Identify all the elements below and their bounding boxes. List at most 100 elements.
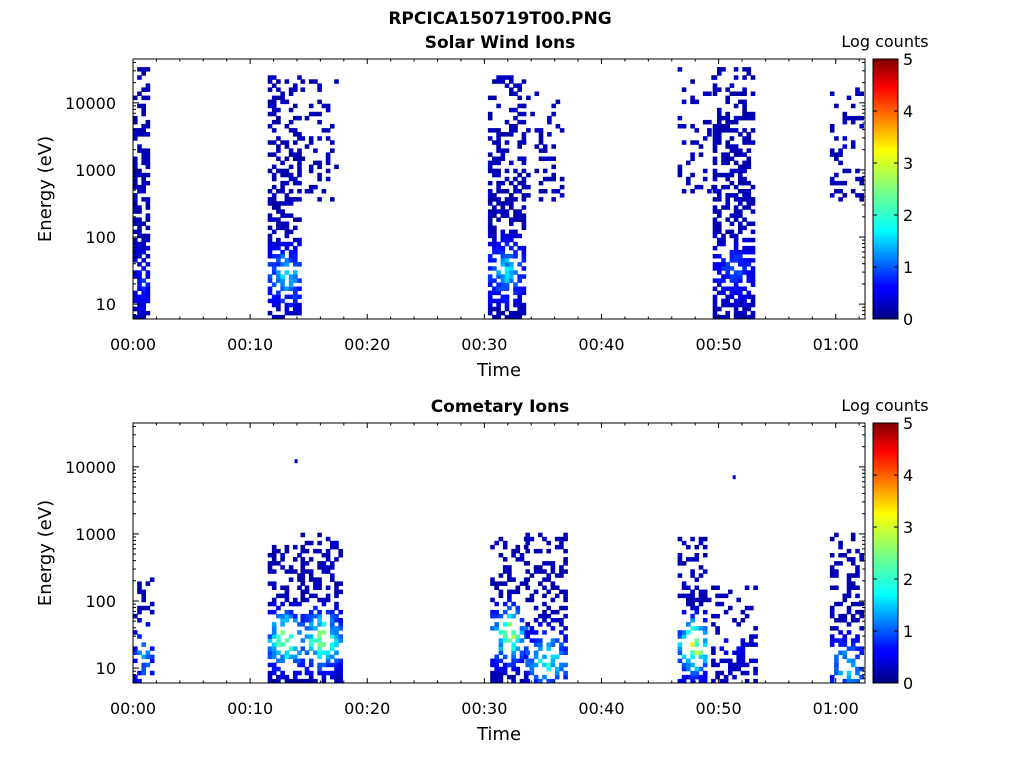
heatmap-cell xyxy=(838,160,843,166)
heatmap-cell xyxy=(325,553,331,558)
x-tick-label: 00:50 xyxy=(696,335,742,354)
heatmap-cell xyxy=(846,95,852,101)
heatmap-cell xyxy=(133,160,138,166)
heatmap-cell xyxy=(750,245,756,251)
heatmap-cell xyxy=(829,180,835,186)
heatmap-cell xyxy=(855,634,860,639)
heatmap-cell xyxy=(149,609,155,615)
heatmap-cell xyxy=(288,654,294,660)
heatmap-cell xyxy=(538,532,543,538)
heatmap-cell xyxy=(145,213,151,218)
heatmap-cell xyxy=(133,209,138,214)
heatmap-cell xyxy=(733,245,739,251)
heatmap-cell xyxy=(511,678,516,683)
heatmap-cell xyxy=(725,201,730,206)
heatmap-cell xyxy=(521,136,527,141)
heatmap-cell xyxy=(487,258,493,263)
heatmap-cell xyxy=(304,634,310,639)
heatmap-cell xyxy=(284,99,290,105)
heatmap-cell xyxy=(137,103,142,109)
heatmap-cell xyxy=(742,217,747,222)
heatmap-cell xyxy=(530,111,535,117)
heatmap-cell xyxy=(288,148,294,153)
heatmap-cell xyxy=(490,597,495,603)
heatmap-cell xyxy=(321,662,327,668)
heatmap-cell xyxy=(276,254,281,259)
heatmap-cell xyxy=(746,115,752,121)
heatmap-cell xyxy=(694,674,700,680)
heatmap-cell xyxy=(145,148,151,153)
heatmap-cell xyxy=(829,148,835,153)
heatmap-cell xyxy=(500,79,506,84)
heatmap-cell xyxy=(504,233,510,239)
heatmap-cell xyxy=(546,589,551,595)
heatmap-cell xyxy=(559,618,564,623)
heatmap-cell xyxy=(733,209,739,214)
heatmap-cell xyxy=(509,270,514,275)
heatmap-cell xyxy=(733,197,739,202)
heatmap-cell xyxy=(721,67,726,72)
heatmap-cell xyxy=(321,642,327,647)
heatmap-cell xyxy=(137,128,142,133)
heatmap-cell xyxy=(517,310,522,316)
heatmap-cell xyxy=(137,605,142,611)
heatmap-cell xyxy=(141,278,146,283)
heatmap-cell xyxy=(297,168,302,174)
heatmap-cell xyxy=(838,197,843,202)
heatmap-cell xyxy=(749,605,754,611)
heatmap-cell xyxy=(529,666,535,672)
heatmap-cell xyxy=(698,674,704,680)
heatmap-cell xyxy=(694,577,700,582)
heatmap-cell xyxy=(550,658,556,664)
heatmap-cell xyxy=(330,148,335,153)
heatmap-cell xyxy=(742,67,747,72)
heatmap-cell xyxy=(280,209,285,214)
heatmap-cell xyxy=(297,302,302,308)
heatmap-cell xyxy=(850,557,856,562)
heatmap-cell xyxy=(321,601,327,607)
heatmap-cell xyxy=(492,213,497,218)
heatmap-cell xyxy=(487,111,493,117)
heatmap-cell xyxy=(145,245,151,251)
heatmap-cell xyxy=(750,266,756,271)
heatmap-cell xyxy=(334,650,339,655)
heatmap-cell xyxy=(141,258,146,263)
heatmap-cell xyxy=(542,585,547,590)
heatmap-cell xyxy=(750,75,756,80)
heatmap-cell xyxy=(515,544,521,550)
heatmap-cell xyxy=(563,605,568,611)
heatmap-cell xyxy=(321,103,327,109)
heatmap-cell xyxy=(293,290,298,296)
colorbar-gradient xyxy=(872,422,899,684)
heatmap-cell xyxy=(288,646,294,651)
heatmap-cell xyxy=(746,160,752,166)
heatmap-cell xyxy=(829,569,835,574)
colorbar-tick-label: 3 xyxy=(903,154,913,173)
plot-frame xyxy=(132,422,866,684)
heatmap-cell xyxy=(496,270,501,275)
heatmap-cell xyxy=(742,168,747,174)
heatmap-cell xyxy=(145,83,151,88)
heatmap-cell xyxy=(141,589,146,595)
heatmap-cell xyxy=(742,258,747,263)
heatmap-cell xyxy=(271,83,277,88)
heatmap-cell xyxy=(721,237,726,243)
heatmap-cell xyxy=(513,241,518,247)
heatmap-cell xyxy=(533,605,539,611)
heatmap-cell xyxy=(288,613,294,619)
heatmap-cell xyxy=(300,593,306,599)
heatmap-cell xyxy=(725,176,730,182)
heatmap-cell xyxy=(717,262,722,267)
heatmap-cell xyxy=(321,128,327,133)
heatmap-cell xyxy=(149,577,155,582)
heatmap-cell xyxy=(838,180,843,186)
heatmap-cell xyxy=(723,658,729,664)
heatmap-cell xyxy=(702,136,708,141)
heatmap-cell xyxy=(297,156,302,161)
y-axis-label: Energy (eV) xyxy=(35,500,56,606)
heatmap-cell xyxy=(317,581,322,586)
heatmap-cell xyxy=(297,132,302,137)
heatmap-cell xyxy=(334,626,339,631)
heatmap-cell xyxy=(288,577,294,582)
